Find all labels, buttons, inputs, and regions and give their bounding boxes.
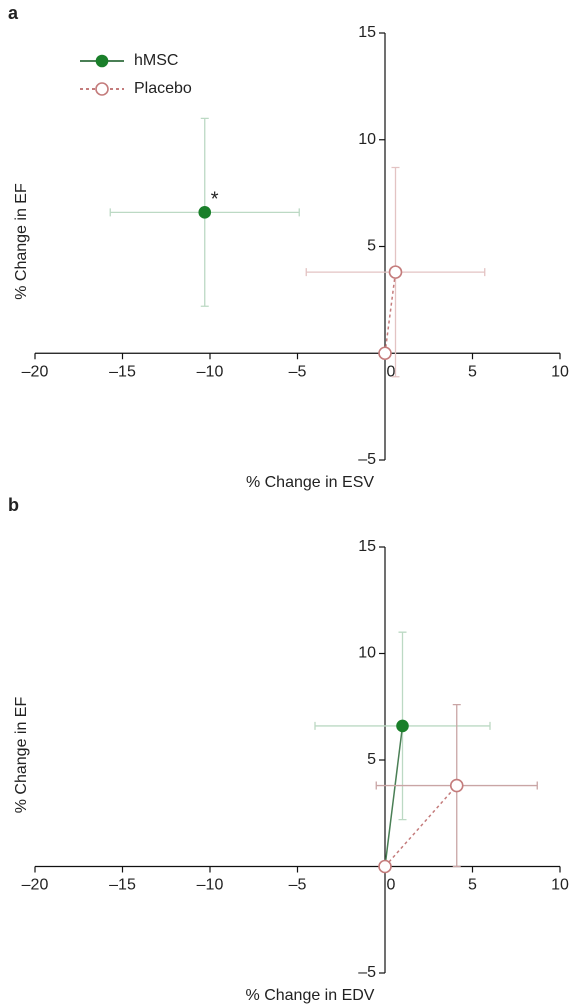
x-tick-label: 0 bbox=[387, 363, 396, 380]
y-tick-label: 5 bbox=[367, 238, 376, 255]
y-tick-label: 5 bbox=[367, 751, 376, 768]
legend-label: hMSC bbox=[134, 52, 178, 69]
data-point bbox=[198, 206, 212, 219]
x-tick-label: –20 bbox=[22, 877, 49, 894]
y-tick-label: 10 bbox=[358, 645, 376, 662]
x-tick-label: –5 bbox=[289, 363, 307, 380]
panel-label: b bbox=[8, 495, 19, 515]
y-axis-label: % Change in EF bbox=[13, 183, 30, 300]
x-tick-label: 10 bbox=[551, 363, 569, 380]
series-line bbox=[384, 725, 404, 867]
x-tick-label: 5 bbox=[468, 363, 477, 380]
series-line bbox=[384, 785, 458, 867]
data-point bbox=[449, 778, 464, 793]
series-line bbox=[384, 272, 397, 354]
annotation: * bbox=[211, 189, 219, 211]
data-point bbox=[388, 265, 403, 279]
data-point bbox=[396, 719, 409, 733]
x-axis-label: % Change in ESV bbox=[246, 474, 374, 491]
y-axis-label: % Change in EF bbox=[13, 697, 30, 814]
x-tick-label: –20 bbox=[22, 363, 49, 380]
x-tick-label: 10 bbox=[551, 877, 569, 894]
panel-label: a bbox=[8, 3, 19, 23]
legend-marker bbox=[95, 54, 109, 68]
x-tick-label: –15 bbox=[109, 363, 136, 380]
x-tick-label: –10 bbox=[197, 363, 224, 380]
data-point bbox=[378, 346, 392, 361]
x-tick-label: 0 bbox=[387, 877, 396, 894]
y-tick-label: –5 bbox=[358, 964, 376, 981]
legend-label: Placebo bbox=[134, 80, 192, 97]
x-tick-label: –5 bbox=[289, 877, 307, 894]
data-point bbox=[378, 859, 392, 874]
x-tick-label: –10 bbox=[197, 877, 224, 894]
y-tick-label: 10 bbox=[358, 131, 376, 148]
x-axis-label: % Change in EDV bbox=[246, 987, 375, 1004]
y-tick-label: 15 bbox=[358, 538, 376, 555]
y-tick-label: 15 bbox=[358, 24, 376, 41]
legend-marker bbox=[95, 82, 109, 96]
y-tick-label: –5 bbox=[358, 451, 376, 468]
x-tick-label: –15 bbox=[109, 877, 136, 894]
x-tick-label: 5 bbox=[468, 877, 477, 894]
